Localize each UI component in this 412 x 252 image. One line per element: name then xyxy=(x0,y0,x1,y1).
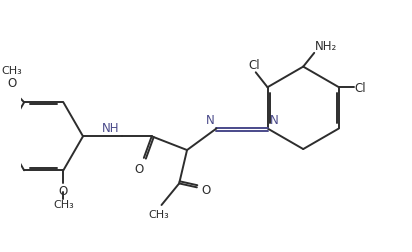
Text: O: O xyxy=(59,184,68,197)
Text: Cl: Cl xyxy=(249,58,260,72)
Text: CH₃: CH₃ xyxy=(148,209,169,219)
Text: CH₃: CH₃ xyxy=(53,199,74,209)
Text: NH₂: NH₂ xyxy=(315,40,337,52)
Text: CH₃: CH₃ xyxy=(1,66,22,76)
Text: NH: NH xyxy=(102,121,119,134)
Text: N: N xyxy=(205,114,214,127)
Text: Cl: Cl xyxy=(355,81,366,94)
Text: O: O xyxy=(201,183,211,196)
Text: N: N xyxy=(270,114,279,127)
Text: O: O xyxy=(7,76,16,89)
Text: O: O xyxy=(134,162,144,175)
